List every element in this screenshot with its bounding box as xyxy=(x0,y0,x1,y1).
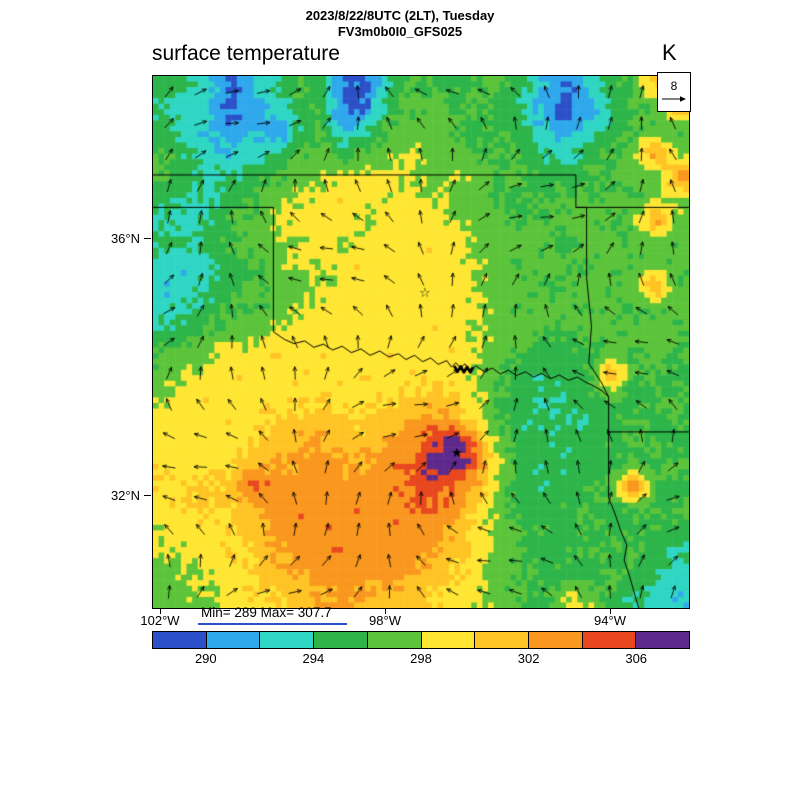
colorbar-tick-label: 302 xyxy=(517,651,540,666)
plot-title: surface temperature xyxy=(152,42,340,65)
map-area xyxy=(152,75,690,609)
y-axis-tick-36n xyxy=(144,238,151,239)
x-axis-tick-98w xyxy=(385,608,386,614)
x-axis-label-98w: 98°W xyxy=(369,613,401,628)
wind-vector-arrow-icon xyxy=(662,96,686,102)
colorbar-segment xyxy=(367,632,422,648)
colorbar-tick-label: 290 xyxy=(194,651,217,666)
colorbar-segment xyxy=(260,632,315,648)
colorbar-tick-label: 294 xyxy=(302,651,325,666)
colorbar xyxy=(152,631,690,649)
colorbar-segment xyxy=(475,632,529,648)
colorbar-labels: 290 294 298 302 306 xyxy=(152,651,690,667)
header-model-run: FV3m0b0I0_GFS025 xyxy=(337,24,463,39)
colorbar-segment xyxy=(582,632,637,648)
colorbar-segment xyxy=(206,632,261,648)
colorbar-segment xyxy=(314,632,368,648)
colorbar-segment xyxy=(636,632,690,648)
temperature-field-canvas xyxy=(153,76,689,608)
units-label: K xyxy=(662,40,677,65)
colorbar-segment xyxy=(421,632,476,648)
header-datetime: 2023/8/22/8UTC (2LT), Tuesday xyxy=(305,8,495,23)
x-axis-label-94w: 94°W xyxy=(594,613,626,628)
minmax-stats: Min= 289 Max= 307.7 xyxy=(201,605,332,620)
y-axis-tick-32n xyxy=(144,495,151,496)
x-axis-tick-102w xyxy=(160,608,161,614)
colorbar-segment xyxy=(528,632,583,648)
wind-vector-legend: 8 xyxy=(657,72,691,112)
colorbar-tick-label: 298 xyxy=(410,651,432,666)
colorbar-segment xyxy=(153,632,207,648)
stats-underline xyxy=(198,623,347,625)
x-axis-tick-94w xyxy=(610,608,611,614)
y-axis-label-36n: 36°N xyxy=(110,231,140,246)
colorbar-tick-label: 306 xyxy=(625,651,648,666)
y-axis-label-32n: 32°N xyxy=(110,488,140,503)
wind-vector-legend-value: 8 xyxy=(670,79,678,93)
x-axis-label-102w: 102°W xyxy=(140,613,180,628)
